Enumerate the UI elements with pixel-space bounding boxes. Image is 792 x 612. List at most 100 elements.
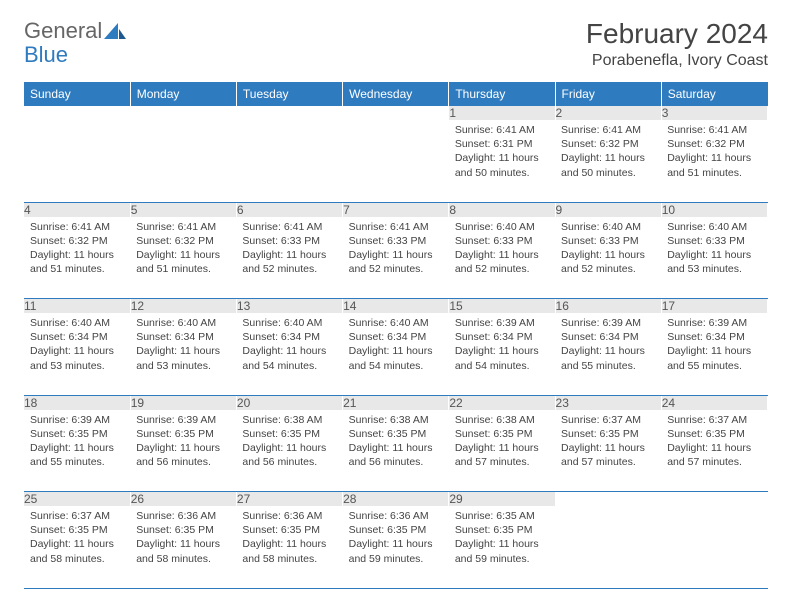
day-content: Sunrise: 6:40 AMSunset: 6:33 PMDaylight:… — [555, 217, 661, 283]
weekday-header: Monday — [130, 82, 236, 106]
day-cell: Sunrise: 6:40 AMSunset: 6:33 PMDaylight:… — [449, 217, 555, 299]
sunrise-text: Sunrise: 6:35 AM — [455, 509, 549, 523]
day-content: Sunrise: 6:41 AMSunset: 6:33 PMDaylight:… — [343, 217, 449, 283]
day-cell: Sunrise: 6:41 AMSunset: 6:33 PMDaylight:… — [343, 217, 449, 299]
daylight-text: Daylight: 11 hours and 50 minutes. — [455, 151, 549, 179]
sunrise-text: Sunrise: 6:39 AM — [455, 316, 549, 330]
daylight-text: Daylight: 11 hours and 52 minutes. — [455, 248, 549, 276]
sunrise-text: Sunrise: 6:41 AM — [30, 220, 124, 234]
daylight-text: Daylight: 11 hours and 54 minutes. — [455, 344, 549, 372]
sunset-text: Sunset: 6:35 PM — [30, 523, 124, 537]
day-cell: Sunrise: 6:41 AMSunset: 6:32 PMDaylight:… — [555, 120, 661, 202]
sunrise-text: Sunrise: 6:36 AM — [242, 509, 336, 523]
daylight-text: Daylight: 11 hours and 56 minutes. — [349, 441, 443, 469]
day-number-cell: 2 — [555, 106, 661, 120]
sunset-text: Sunset: 6:33 PM — [349, 234, 443, 248]
day-cell: Sunrise: 6:40 AMSunset: 6:34 PMDaylight:… — [236, 313, 342, 395]
sunrise-text: Sunrise: 6:40 AM — [30, 316, 124, 330]
day-cell — [130, 120, 236, 202]
day-cell: Sunrise: 6:39 AMSunset: 6:34 PMDaylight:… — [449, 313, 555, 395]
page-header: General February 2024 Porabenefla, Ivory… — [24, 18, 768, 70]
sunrise-text: Sunrise: 6:38 AM — [455, 413, 549, 427]
daylight-text: Daylight: 11 hours and 56 minutes. — [242, 441, 336, 469]
sunset-text: Sunset: 6:34 PM — [349, 330, 443, 344]
day-number-cell: 7 — [343, 202, 449, 217]
sunrise-text: Sunrise: 6:40 AM — [455, 220, 549, 234]
daylight-text: Daylight: 11 hours and 54 minutes. — [349, 344, 443, 372]
day-number-row: 11121314151617 — [24, 299, 768, 314]
day-number-cell — [343, 106, 449, 120]
day-cell: Sunrise: 6:40 AMSunset: 6:34 PMDaylight:… — [24, 313, 130, 395]
day-cell — [343, 120, 449, 202]
day-content: Sunrise: 6:40 AMSunset: 6:34 PMDaylight:… — [236, 313, 342, 379]
day-cell: Sunrise: 6:37 AMSunset: 6:35 PMDaylight:… — [24, 506, 130, 588]
daylight-text: Daylight: 11 hours and 59 minutes. — [455, 537, 549, 565]
daylight-text: Daylight: 11 hours and 51 minutes. — [30, 248, 124, 276]
daylight-text: Daylight: 11 hours and 57 minutes. — [667, 441, 761, 469]
day-number-row: 123 — [24, 106, 768, 120]
sunset-text: Sunset: 6:35 PM — [561, 427, 655, 441]
daylight-text: Daylight: 11 hours and 58 minutes. — [242, 537, 336, 565]
weekday-header: Friday — [555, 82, 661, 106]
day-number-cell: 11 — [24, 299, 130, 314]
day-content: Sunrise: 6:40 AMSunset: 6:33 PMDaylight:… — [661, 217, 767, 283]
sunset-text: Sunset: 6:35 PM — [349, 427, 443, 441]
day-content: Sunrise: 6:40 AMSunset: 6:33 PMDaylight:… — [449, 217, 555, 283]
daylight-text: Daylight: 11 hours and 58 minutes. — [30, 537, 124, 565]
sunset-text: Sunset: 6:32 PM — [561, 137, 655, 151]
day-number-cell: 5 — [130, 202, 236, 217]
sunset-text: Sunset: 6:32 PM — [30, 234, 124, 248]
daylight-text: Daylight: 11 hours and 54 minutes. — [242, 344, 336, 372]
day-content: Sunrise: 6:39 AMSunset: 6:35 PMDaylight:… — [24, 410, 130, 476]
daylight-text: Daylight: 11 hours and 52 minutes. — [561, 248, 655, 276]
daylight-text: Daylight: 11 hours and 53 minutes. — [30, 344, 124, 372]
day-cell: Sunrise: 6:37 AMSunset: 6:35 PMDaylight:… — [555, 410, 661, 492]
day-content: Sunrise: 6:41 AMSunset: 6:31 PMDaylight:… — [449, 120, 555, 186]
day-number-cell: 22 — [449, 395, 555, 410]
day-number-cell: 12 — [130, 299, 236, 314]
day-number-cell — [130, 106, 236, 120]
weekday-header: Saturday — [661, 82, 767, 106]
day-content-row: Sunrise: 6:39 AMSunset: 6:35 PMDaylight:… — [24, 410, 768, 492]
day-content: Sunrise: 6:38 AMSunset: 6:35 PMDaylight:… — [449, 410, 555, 476]
day-number-cell: 24 — [661, 395, 767, 410]
sunset-text: Sunset: 6:34 PM — [667, 330, 761, 344]
day-number-cell: 19 — [130, 395, 236, 410]
day-number-cell: 9 — [555, 202, 661, 217]
sunrise-text: Sunrise: 6:40 AM — [667, 220, 761, 234]
daylight-text: Daylight: 11 hours and 59 minutes. — [349, 537, 443, 565]
day-cell: Sunrise: 6:39 AMSunset: 6:34 PMDaylight:… — [661, 313, 767, 395]
day-content: Sunrise: 6:36 AMSunset: 6:35 PMDaylight:… — [236, 506, 342, 572]
day-cell: Sunrise: 6:41 AMSunset: 6:32 PMDaylight:… — [661, 120, 767, 202]
day-content: Sunrise: 6:41 AMSunset: 6:32 PMDaylight:… — [661, 120, 767, 186]
day-number-row: 45678910 — [24, 202, 768, 217]
day-cell: Sunrise: 6:37 AMSunset: 6:35 PMDaylight:… — [661, 410, 767, 492]
sunset-text: Sunset: 6:35 PM — [242, 523, 336, 537]
day-number-cell — [661, 492, 767, 507]
day-content: Sunrise: 6:35 AMSunset: 6:35 PMDaylight:… — [449, 506, 555, 572]
day-cell: Sunrise: 6:41 AMSunset: 6:33 PMDaylight:… — [236, 217, 342, 299]
daylight-text: Daylight: 11 hours and 53 minutes. — [667, 248, 761, 276]
day-content-row: Sunrise: 6:41 AMSunset: 6:31 PMDaylight:… — [24, 120, 768, 202]
sunrise-text: Sunrise: 6:38 AM — [242, 413, 336, 427]
day-cell: Sunrise: 6:40 AMSunset: 6:33 PMDaylight:… — [555, 217, 661, 299]
day-number-cell: 13 — [236, 299, 342, 314]
day-cell — [236, 120, 342, 202]
sunrise-text: Sunrise: 6:41 AM — [242, 220, 336, 234]
day-number-cell: 6 — [236, 202, 342, 217]
day-content-row: Sunrise: 6:40 AMSunset: 6:34 PMDaylight:… — [24, 313, 768, 395]
sunrise-text: Sunrise: 6:37 AM — [561, 413, 655, 427]
sunset-text: Sunset: 6:34 PM — [30, 330, 124, 344]
day-number-cell: 25 — [24, 492, 130, 507]
day-number-cell: 16 — [555, 299, 661, 314]
sunrise-text: Sunrise: 6:41 AM — [455, 123, 549, 137]
day-number-cell: 23 — [555, 395, 661, 410]
sunrise-text: Sunrise: 6:40 AM — [136, 316, 230, 330]
day-number-cell: 21 — [343, 395, 449, 410]
day-cell: Sunrise: 6:40 AMSunset: 6:33 PMDaylight:… — [661, 217, 767, 299]
day-content: Sunrise: 6:37 AMSunset: 6:35 PMDaylight:… — [24, 506, 130, 572]
sunrise-text: Sunrise: 6:37 AM — [667, 413, 761, 427]
sunrise-text: Sunrise: 6:40 AM — [561, 220, 655, 234]
day-number-cell: 26 — [130, 492, 236, 507]
sunset-text: Sunset: 6:35 PM — [136, 523, 230, 537]
